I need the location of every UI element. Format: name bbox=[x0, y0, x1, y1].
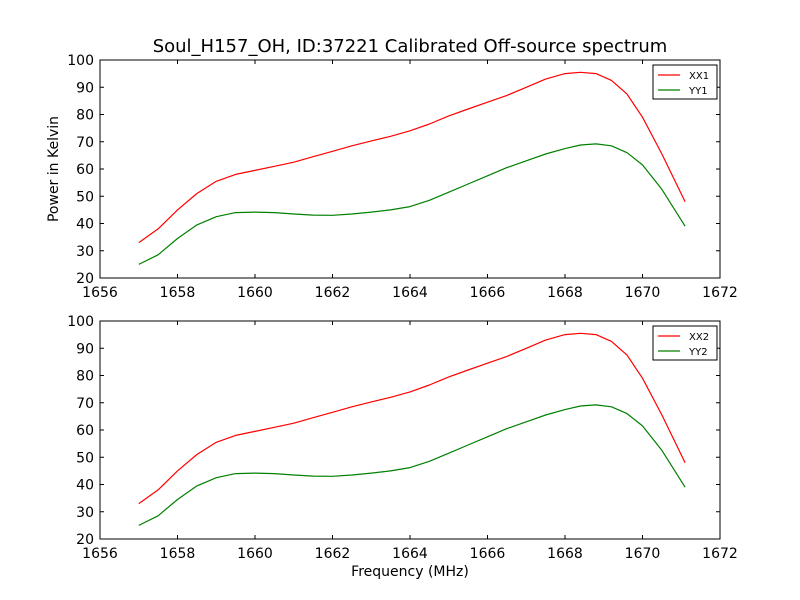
y-tick-label: 100 bbox=[67, 53, 94, 69]
x-tick-label: 1660 bbox=[237, 546, 273, 562]
x-tick-label: 1666 bbox=[470, 546, 506, 562]
axes-frame bbox=[99, 320, 721, 540]
x-tick-label: 1660 bbox=[237, 285, 273, 301]
series-line-yy2 bbox=[138, 404, 686, 526]
x-tick-label: 1672 bbox=[702, 285, 738, 301]
x-tick-label: 1658 bbox=[160, 546, 196, 562]
series-line-xx1 bbox=[138, 71, 686, 244]
y-tick-label: 80 bbox=[76, 108, 94, 124]
legend-label: XX1 bbox=[689, 71, 709, 82]
y-tick-label: 30 bbox=[76, 505, 94, 521]
x-tick-label: 1658 bbox=[160, 285, 196, 301]
y-tick-label: 40 bbox=[76, 217, 94, 233]
top-panel: 1656 1658 1660 1662 1664 1666 1668 1670 1672 20 30… bbox=[67, 53, 738, 301]
x-tick-label: 1656 bbox=[82, 285, 118, 301]
series-line-xx2 bbox=[138, 332, 686, 505]
y-tick-label: 60 bbox=[76, 162, 94, 178]
y-tick-label: 60 bbox=[76, 423, 94, 439]
x-tick-label: 1672 bbox=[702, 546, 738, 562]
x-tick-label: 1668 bbox=[547, 546, 583, 562]
y-tick-label: 90 bbox=[76, 80, 94, 96]
y-tick-label: 30 bbox=[76, 244, 94, 260]
chart-title: Soul_H157_OH, ID:37221 Calibrated Off-so… bbox=[153, 36, 668, 57]
y-tick-label: 70 bbox=[76, 135, 94, 151]
series-line-yy1 bbox=[138, 143, 686, 265]
y-tick-label: 90 bbox=[76, 341, 94, 357]
y-tick-label: 40 bbox=[76, 478, 94, 494]
legend-box bbox=[652, 64, 718, 100]
x-tick-label: 1664 bbox=[392, 285, 428, 301]
y-tick-label: 20 bbox=[76, 271, 94, 287]
x-tick-label: 1662 bbox=[315, 285, 351, 301]
y-tick-label: 70 bbox=[76, 396, 94, 412]
x-tick-label: 1668 bbox=[547, 285, 583, 301]
legend-box bbox=[652, 325, 718, 361]
x-tick-label: 1666 bbox=[470, 285, 506, 301]
legend-label: YY2 bbox=[688, 347, 708, 358]
y-tick-label: 20 bbox=[76, 532, 94, 548]
y-axis-label: Power in Kelvin bbox=[46, 116, 62, 222]
y-tick-label: 50 bbox=[76, 189, 94, 205]
bottom-panel: 1656 1658 1660 1662 1664 1666 1668 1670 1672 20 30… bbox=[67, 314, 738, 562]
legend-label: XX2 bbox=[689, 332, 709, 343]
y-tick-label: 50 bbox=[76, 450, 94, 466]
y-tick-label: 100 bbox=[67, 314, 94, 330]
legend-label: YY1 bbox=[688, 86, 708, 97]
x-tick-label: 1662 bbox=[315, 546, 351, 562]
x-axis-label: Frequency (MHz) bbox=[351, 564, 469, 580]
y-tick-label: 80 bbox=[76, 369, 94, 385]
axes-frame bbox=[99, 59, 721, 279]
x-tick-label: 1670 bbox=[625, 285, 661, 301]
x-tick-label: 1656 bbox=[82, 546, 118, 562]
x-tick-label: 1670 bbox=[625, 546, 661, 562]
x-tick-label: 1664 bbox=[392, 546, 428, 562]
